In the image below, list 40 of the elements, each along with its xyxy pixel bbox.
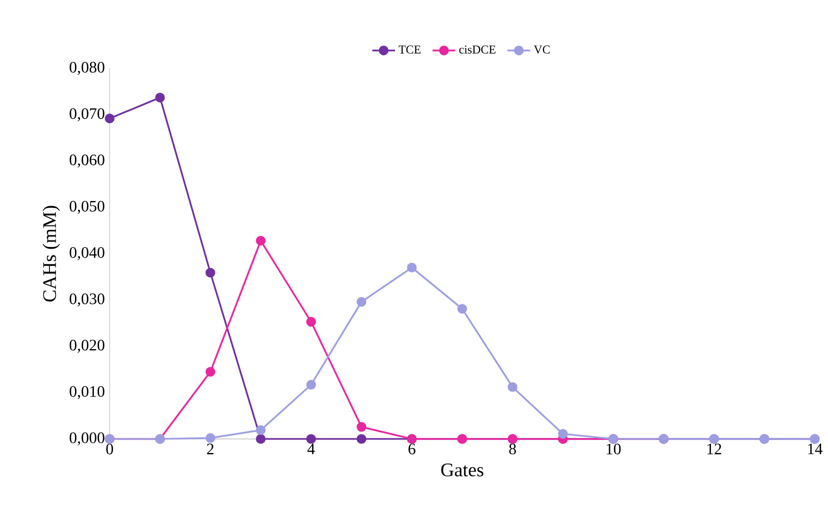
- x-tick-label: 10: [606, 444, 621, 454]
- x-axis-title: Gates: [441, 463, 484, 476]
- point: [406, 262, 417, 272]
- y-tick-label: 0,000: [70, 432, 104, 446]
- point: [356, 422, 366, 432]
- point: [558, 428, 568, 439]
- legend-label: cisDCE: [459, 45, 496, 54]
- y-tick-label: 0,060: [70, 154, 104, 168]
- y-tick-label: 0,050: [70, 200, 104, 214]
- point: [356, 296, 366, 307]
- y-tick-label: 0,040: [70, 247, 104, 260]
- x-tick-label: 14: [808, 444, 822, 454]
- y-tick-label: 0,020: [70, 340, 104, 353]
- point: [256, 425, 266, 435]
- x-tick-label: 6: [408, 444, 416, 454]
- y-tick-label: 0,080: [70, 62, 104, 75]
- x-tick-label: 4: [307, 444, 315, 454]
- point: [306, 434, 316, 444]
- point: [206, 268, 216, 278]
- legend-label: TCE: [398, 45, 421, 54]
- point: [155, 92, 165, 102]
- point: [306, 380, 316, 390]
- point: [104, 114, 114, 124]
- point: [206, 433, 216, 443]
- point: [508, 382, 518, 392]
- point: [457, 304, 468, 314]
- x-tick-label: 2: [207, 444, 214, 454]
- point: [206, 366, 216, 377]
- x-tick-label: 12: [707, 444, 722, 454]
- x-tick-label: 0: [106, 444, 114, 454]
- y-tick-label: 0,010: [70, 386, 104, 400]
- y-tick-label: 0,030: [70, 293, 104, 306]
- y-axis-title: CAHs (mM): [42, 206, 60, 302]
- legend-label: VC: [534, 45, 550, 54]
- x-tick-label: 8: [509, 444, 516, 454]
- point: [306, 316, 316, 327]
- point: [256, 236, 266, 246]
- point: [356, 434, 366, 444]
- point: [256, 434, 266, 444]
- y-tick-label: 0,070: [70, 108, 104, 122]
